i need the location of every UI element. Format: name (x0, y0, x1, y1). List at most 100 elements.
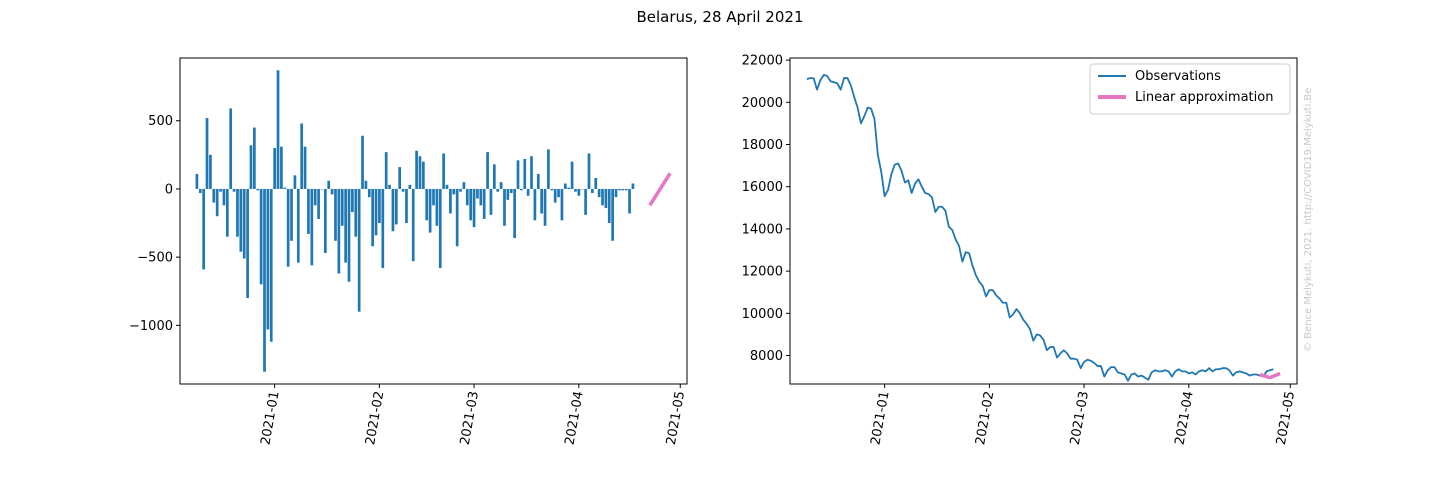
bar (584, 188, 587, 215)
bar (202, 188, 206, 270)
bar (591, 188, 594, 194)
bar (513, 188, 516, 239)
bar (269, 188, 273, 342)
bar (459, 188, 462, 192)
bar (344, 188, 347, 263)
bar (266, 188, 270, 330)
left-y-axis: −1000 −500 0 500 (129, 114, 180, 334)
bar (209, 154, 212, 189)
right-ytick-label: 10000 (742, 307, 783, 322)
bar (253, 127, 256, 189)
right-y-axis: 8000 10000 12000 14000 16000 18000 20000 22000 (742, 54, 790, 364)
right-ytick-label: 14000 (742, 222, 783, 237)
bar (536, 173, 540, 189)
bar (232, 188, 236, 192)
bar (242, 188, 246, 259)
bar (229, 108, 233, 189)
bar (307, 188, 310, 234)
bar-series (195, 70, 635, 372)
bar (455, 188, 459, 247)
legend: Observations Linear approximation (1089, 63, 1291, 115)
bar (604, 188, 608, 209)
bar (317, 188, 320, 219)
bar (320, 188, 324, 190)
legend-observations-label: Observations (1135, 69, 1221, 84)
bar (557, 188, 560, 198)
bar (398, 167, 402, 189)
figure-title: Belarus, 28 April 2021 (637, 8, 804, 26)
bar (587, 153, 591, 189)
right-ytick-label: 22000 (742, 54, 783, 69)
line-series (806, 73, 1281, 382)
bar (310, 188, 314, 266)
bar (452, 188, 456, 195)
bar (553, 188, 557, 203)
linear-approximation-line (648, 172, 672, 207)
left-axes-frame (179, 57, 688, 385)
bar (492, 164, 496, 189)
linear-approximation-series (648, 172, 672, 207)
bar (597, 188, 601, 198)
bar (628, 188, 631, 214)
bar (364, 180, 368, 189)
bar (533, 188, 537, 221)
bar (205, 118, 209, 189)
bar (601, 188, 604, 206)
bar (347, 188, 351, 282)
bar (618, 188, 621, 191)
bar (361, 135, 364, 189)
bar (327, 180, 331, 189)
credit-text: © Bence Melykuti, 2021. http://COVID19.M… (1303, 88, 1314, 352)
bar (246, 188, 249, 299)
bar (432, 188, 435, 206)
bar (401, 188, 405, 192)
bar (560, 188, 564, 221)
bar (543, 188, 547, 226)
bar (276, 70, 280, 189)
bar (442, 153, 445, 189)
bar (425, 188, 429, 221)
observations-line (806, 73, 1274, 382)
bar (263, 188, 266, 372)
bar (198, 188, 202, 194)
bar (411, 188, 415, 262)
bar (547, 149, 550, 189)
bar (607, 188, 611, 224)
bar (550, 188, 554, 191)
bar (438, 188, 442, 269)
bar (516, 160, 520, 189)
bar (465, 188, 469, 206)
bar (259, 188, 263, 285)
bar (313, 188, 317, 206)
bar (489, 188, 493, 215)
bar (479, 188, 483, 206)
bar (462, 182, 466, 189)
bar (526, 188, 530, 196)
bar (499, 182, 503, 189)
bar (469, 188, 473, 221)
bar (567, 187, 571, 189)
bar (449, 188, 452, 214)
right-ytick-label: 16000 (742, 180, 783, 195)
bar (357, 188, 361, 312)
bar (337, 188, 341, 274)
bar (631, 183, 635, 189)
bar (611, 188, 614, 241)
bar (374, 188, 378, 236)
left-ytick-label: −1000 (129, 319, 173, 334)
bar (482, 188, 486, 219)
bar (540, 188, 544, 214)
bar (212, 188, 216, 203)
bar (580, 188, 584, 190)
bar (378, 188, 381, 224)
bar (563, 183, 567, 189)
right-axes-frame (789, 57, 1298, 385)
bar (428, 188, 432, 233)
bar (472, 188, 476, 228)
bar (594, 178, 598, 189)
bar (476, 188, 479, 199)
right-ytick-label: 20000 (742, 96, 783, 111)
bar (405, 188, 408, 224)
bar (215, 188, 219, 217)
bar (236, 188, 239, 237)
